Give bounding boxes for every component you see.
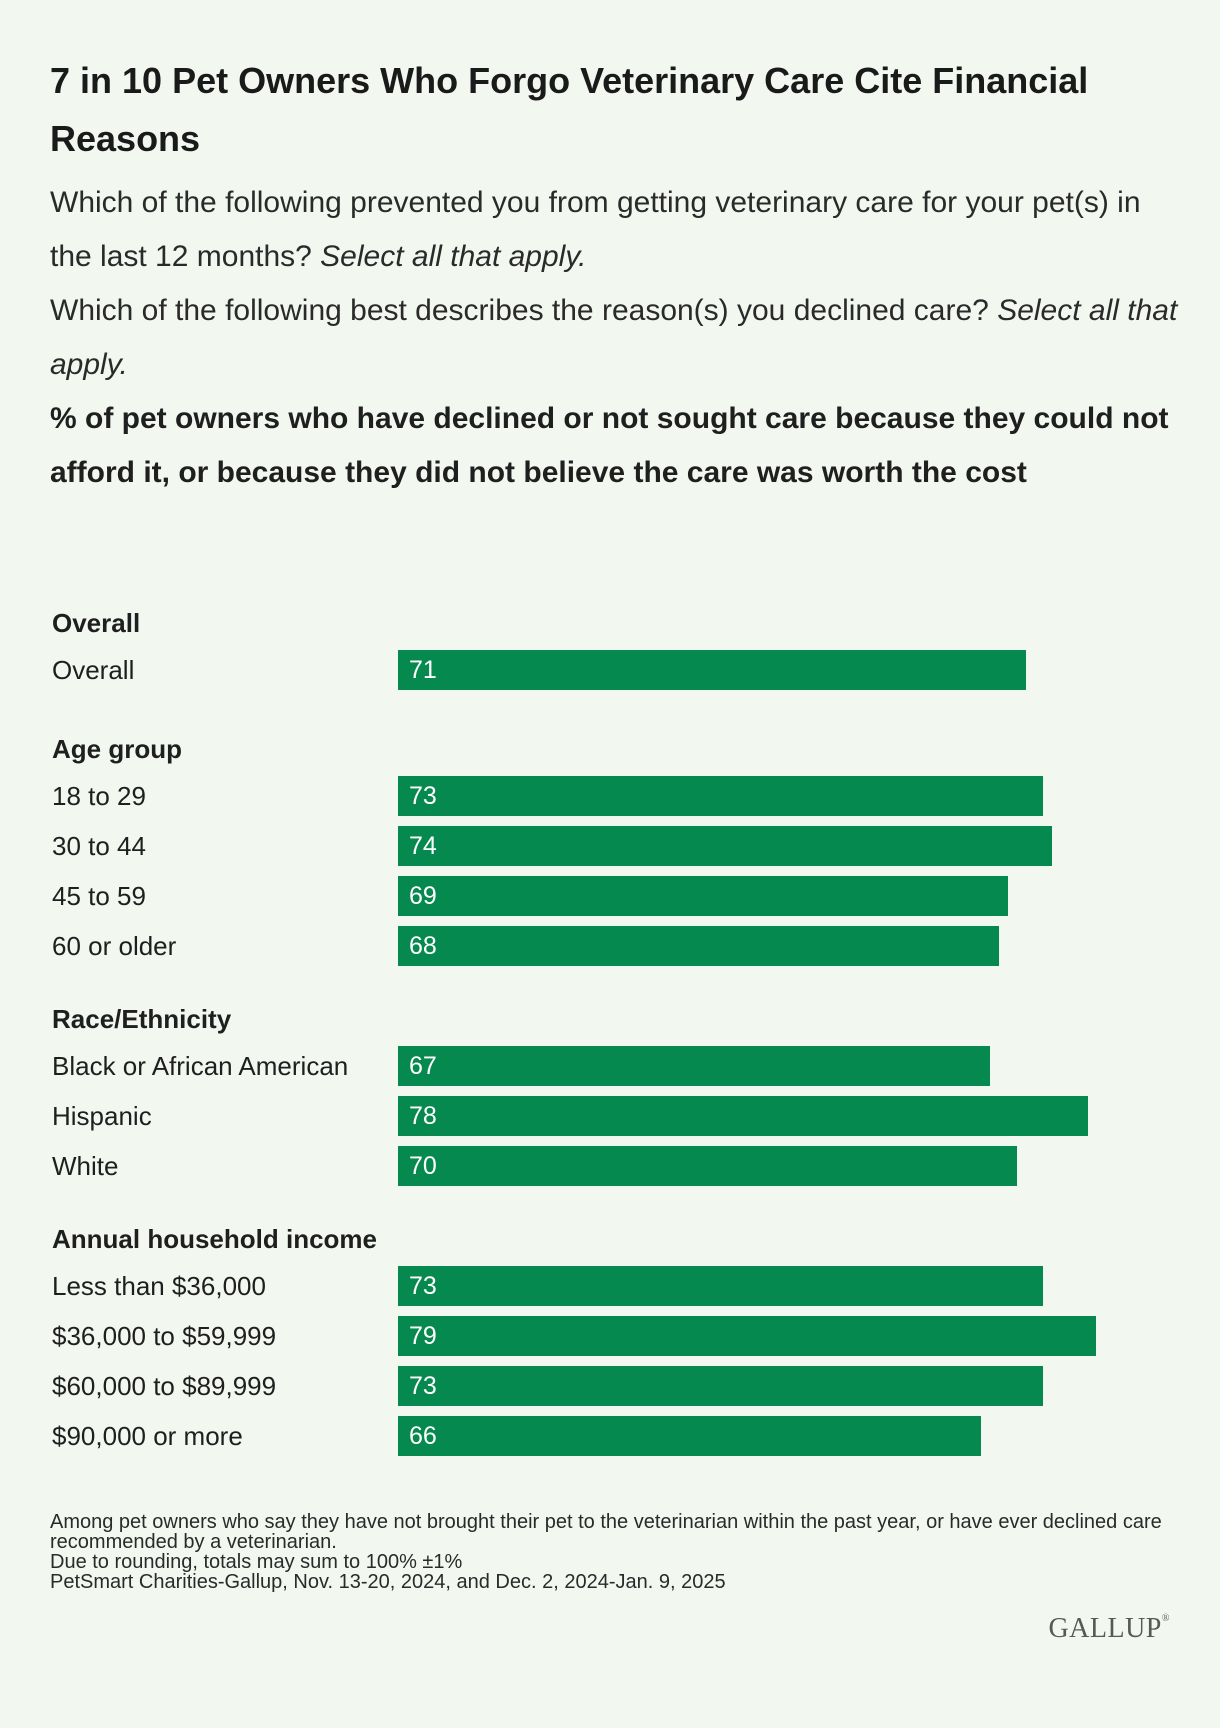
bar-value-60-000-to-89-999: 73 (409, 1372, 437, 1400)
question-1: Which of the following prevented you fro… (50, 176, 1180, 284)
bar-value-overall: 71 (409, 656, 437, 684)
bar-45-to-59 (398, 876, 1008, 916)
bar-less-than-36-000 (398, 1266, 1044, 1306)
bar-hispanic (398, 1096, 1088, 1136)
row-label-18-to-29: 18 to 29 (52, 781, 146, 811)
row-label-36-000-to-59-999: $36,000 to $59,999 (52, 1321, 277, 1351)
row-label-less-than-36-000: Less than $36,000 (52, 1271, 266, 1301)
bar-value-black-or-african-american: 67 (409, 1052, 437, 1080)
question-2-instruction: Select all that apply. (50, 294, 1178, 381)
row-label-hispanic: Hispanic (52, 1101, 152, 1131)
gallup-logo: GALLUP® (1048, 1613, 1170, 1644)
bar-18-to-29 (398, 776, 1044, 816)
row-label-white: White (52, 1151, 119, 1181)
bar-value-60-or-older: 68 (409, 932, 437, 960)
bar-36-000-to-59-999 (398, 1316, 1097, 1356)
bar-value-90-000-or-more: 66 (409, 1422, 437, 1450)
row-label-45-to-59: 45 to 59 (52, 881, 146, 911)
bar-value-18-to-29: 73 (409, 782, 437, 810)
bar-90-000-or-more (398, 1416, 982, 1456)
group-title-age-group: Age group (52, 734, 182, 764)
bar-overall (398, 650, 1026, 690)
row-label-30-to-44: 30 to 44 (52, 831, 146, 861)
question-1-text: Which of the following prevented you fro… (50, 186, 1141, 273)
question-2: Which of the following best describes th… (50, 284, 1180, 392)
bar-value-white: 70 (409, 1152, 437, 1180)
bar-black-or-african-american (398, 1046, 991, 1086)
question-1-instruction: Select all that apply. (320, 240, 587, 273)
bar-value-less-than-36-000: 73 (409, 1272, 437, 1300)
bar-value-36-000-to-59-999: 79 (409, 1322, 437, 1350)
row-label-90-000-or-more: $90,000 or more (52, 1421, 243, 1451)
bar-value-hispanic: 78 (409, 1102, 437, 1130)
chart-header: 7 in 10 Pet Owners Who Forgo Veterinary … (50, 52, 1180, 500)
footnotes: Among pet owners who say they have not b… (50, 1512, 1180, 1592)
bar-value-30-to-44: 74 (409, 832, 437, 860)
bar-white (398, 1146, 1017, 1186)
bar-60-or-older (398, 926, 1000, 966)
row-label-60-000-to-89-999: $60,000 to $89,999 (52, 1371, 277, 1401)
bar-30-to-44 (398, 826, 1053, 866)
bar-60-000-to-89-999 (398, 1366, 1044, 1406)
chart-subtitle: % of pet owners who have declined or not… (50, 402, 1169, 489)
group-title-race-ethnicity: Race/Ethnicity (52, 1004, 232, 1034)
footnote-base: Among pet owners who say they have not b… (50, 1511, 1162, 1553)
question-2-text: Which of the following best describes th… (50, 294, 989, 327)
footnote-rounding: Due to rounding, totals may sum to 100% … (50, 1551, 463, 1573)
group-title-annual-household-income: Annual household income (52, 1224, 378, 1254)
chart-title: 7 in 10 Pet Owners Who Forgo Veterinary … (50, 60, 1089, 159)
row-label-black-or-african-american: Black or African American (52, 1051, 349, 1081)
footnote-source: PetSmart Charities-Gallup, Nov. 13-20, 2… (50, 1571, 726, 1593)
row-label-overall: Overall (52, 655, 135, 685)
row-label-60-or-older: 60 or older (52, 931, 177, 961)
bar-value-45-to-59: 69 (409, 882, 437, 910)
group-title-overall: Overall (52, 608, 141, 638)
